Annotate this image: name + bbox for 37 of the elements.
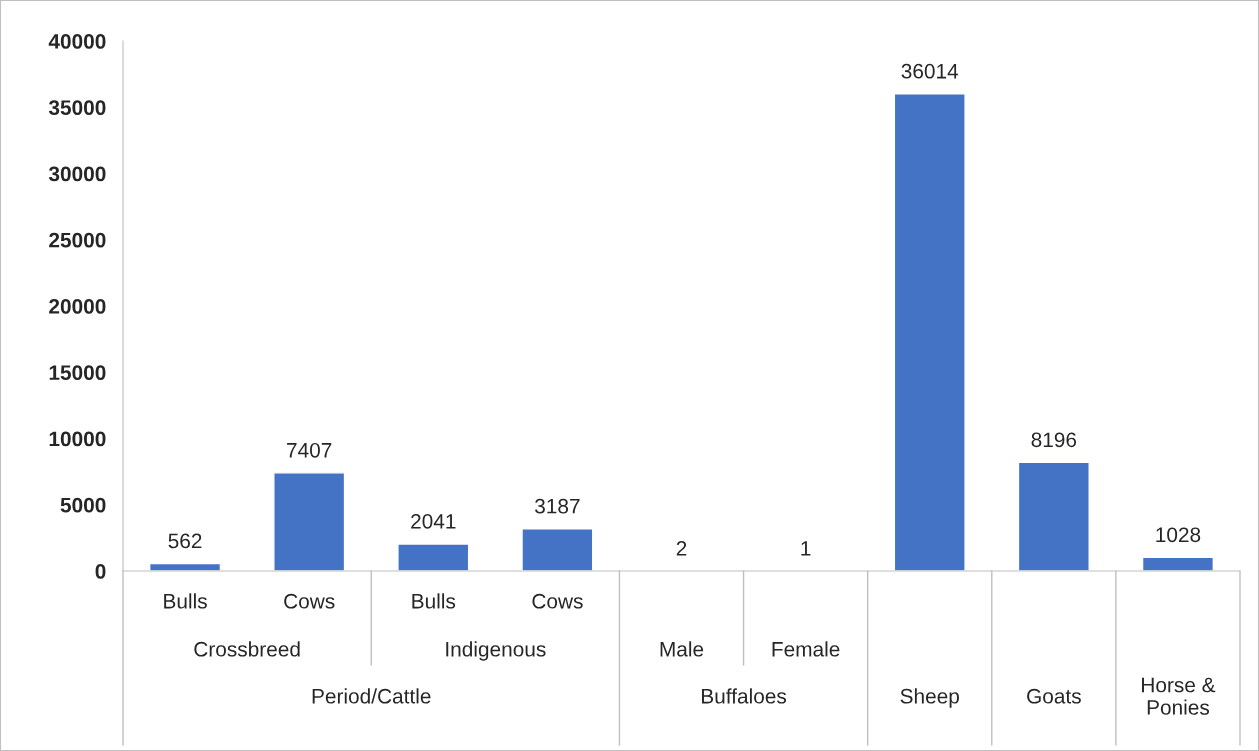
bar xyxy=(273,472,346,571)
bar xyxy=(521,528,594,571)
data-label: 2 xyxy=(676,540,687,556)
y-tick-label: 25000 xyxy=(49,232,106,248)
x-tick-label: Cows xyxy=(284,593,335,609)
y-tick-label: 5000 xyxy=(60,497,106,513)
y-tick-label: 10000 xyxy=(49,431,106,447)
text: Buffaloes xyxy=(702,688,787,704)
y-tick-label: 15000 xyxy=(49,365,106,380)
y-tick-label: 0 xyxy=(95,564,106,579)
y-tick-label: 40000 xyxy=(48,34,106,49)
data-label: 1 xyxy=(801,541,811,556)
data-label: 3187 xyxy=(535,498,580,514)
x-tick-label: Sheep xyxy=(900,688,959,708)
text: Crossbreed xyxy=(194,641,300,657)
text: Indigenous xyxy=(446,641,546,661)
bar xyxy=(893,93,966,571)
data-label: 7407 xyxy=(287,442,332,458)
bar xyxy=(397,543,470,571)
data-label: 2041 xyxy=(411,513,456,529)
data-label: 562 xyxy=(168,533,202,549)
data-label: 1028 xyxy=(1156,527,1201,543)
data-label: 36014 xyxy=(901,63,959,79)
x-tick-label: Bulls xyxy=(164,593,207,609)
y-tick-label: 30000 xyxy=(48,166,106,182)
y-tick-label: 35000 xyxy=(48,100,106,116)
x-tick-label: Bulls xyxy=(412,593,456,609)
text: Period/Cattle xyxy=(312,688,431,704)
data-label: 8196 xyxy=(1031,432,1077,448)
bar xyxy=(1017,461,1090,571)
bar xyxy=(1141,556,1215,571)
x-tick-label: Horse & Ponies xyxy=(1142,677,1216,715)
x-tick-label: Cows xyxy=(532,593,583,609)
x-tick-label: Goats xyxy=(1027,688,1081,704)
y-tick-label: 20000 xyxy=(49,299,106,314)
text: Female xyxy=(772,641,840,657)
text: Male xyxy=(660,641,704,657)
